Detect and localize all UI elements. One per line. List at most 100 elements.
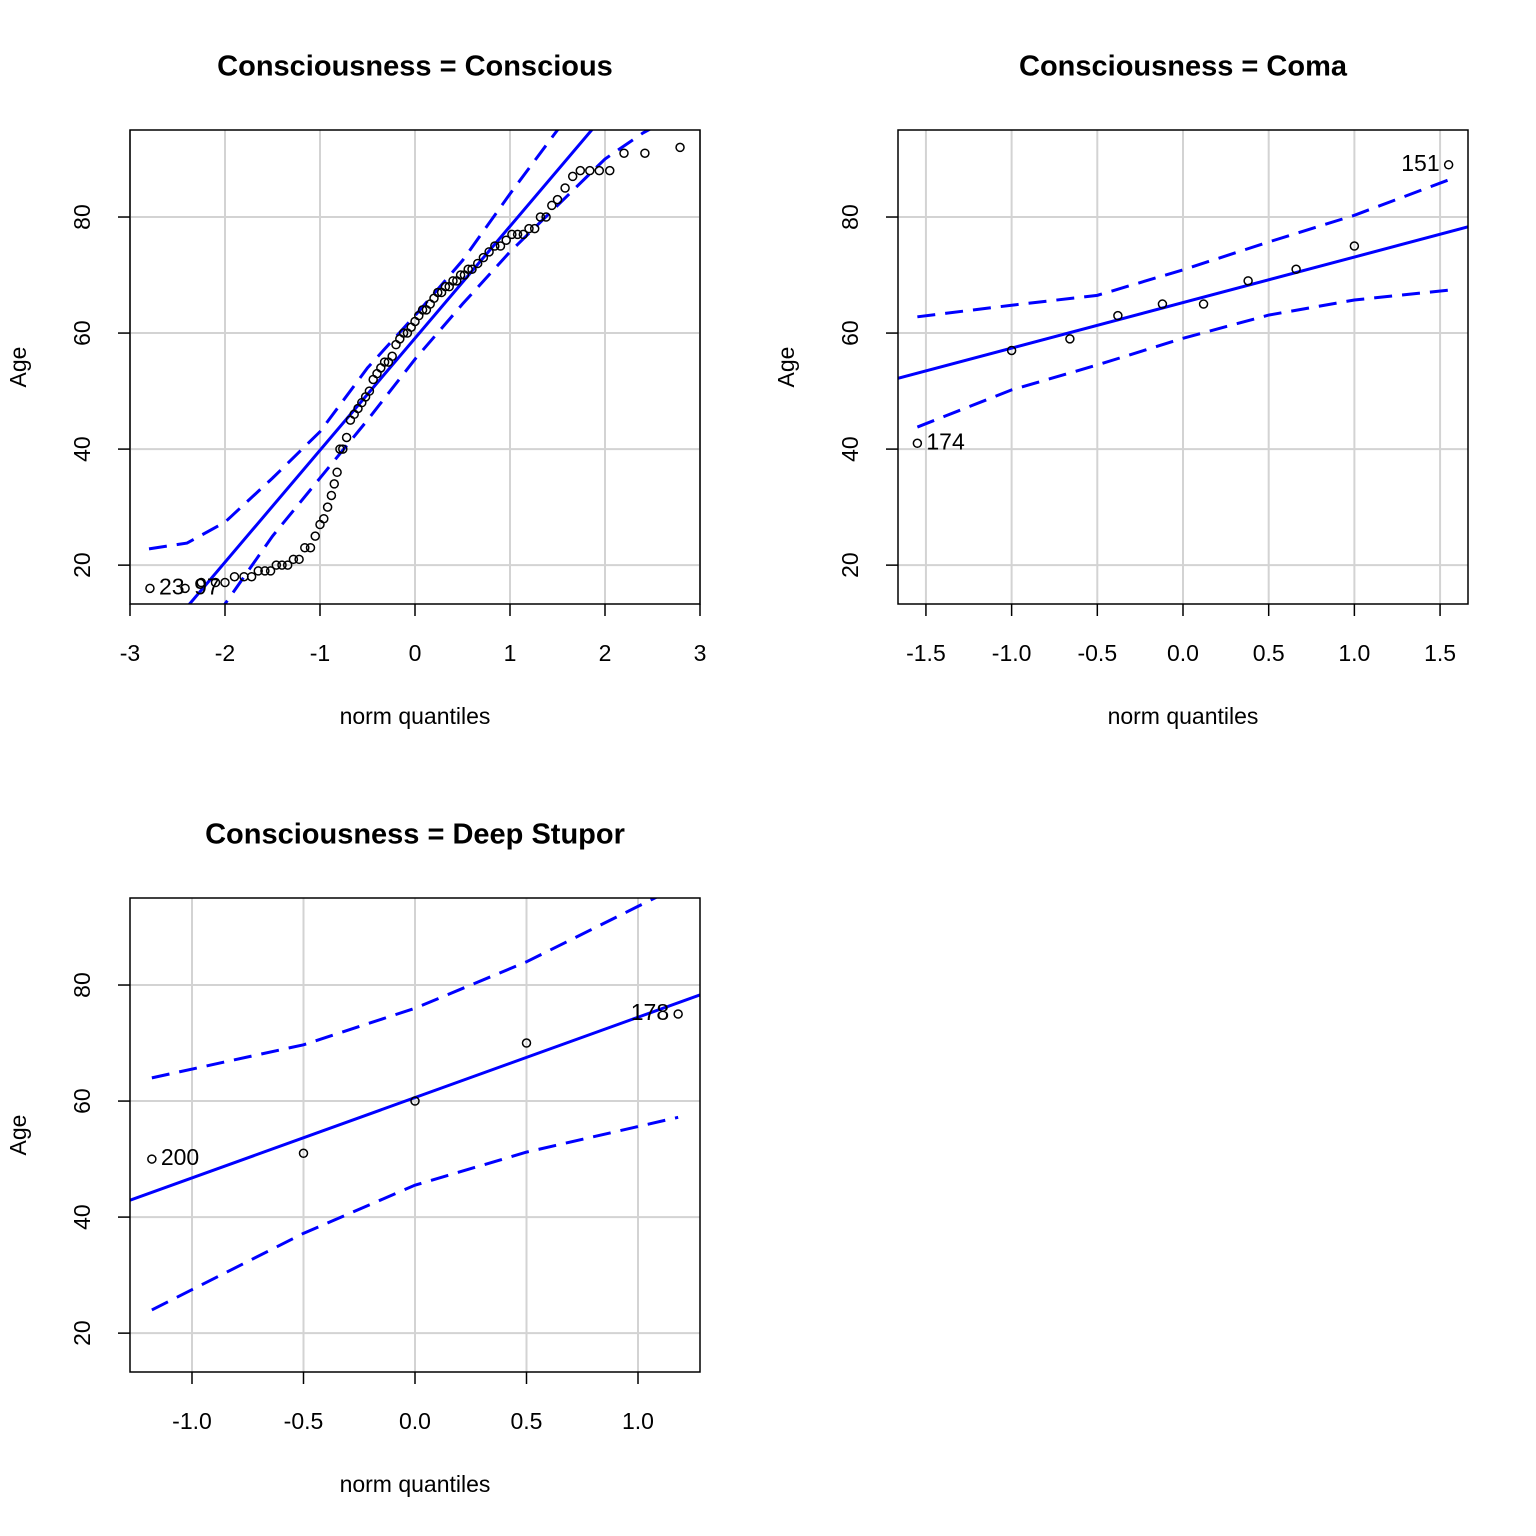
- point: [379, 357, 390, 367]
- chart-title: Consciousness = Deep Stupor: [205, 819, 625, 851]
- point: [229, 571, 240, 582]
- reference-line: [898, 225, 1468, 380]
- y-tick-label: 40: [837, 436, 863, 462]
- x-tick-label: 0.5: [511, 1408, 543, 1434]
- point: [246, 571, 257, 582]
- x-tick-label: -0.5: [284, 1408, 324, 1434]
- panel: Consciousness = Conscious norm quantiles A…: [5, 51, 706, 729]
- plot-frame: [897, 129, 1469, 605]
- point: [288, 554, 299, 565]
- plot-frame: [129, 897, 701, 1373]
- point: [594, 165, 605, 176]
- x-axis-label: norm quantiles: [1108, 703, 1259, 729]
- x-tick-label: -1.0: [172, 1408, 212, 1434]
- x-tick-label: 1.0: [1338, 640, 1370, 666]
- envelope-lower: [151, 1115, 679, 1312]
- chart-title: Consciousness = Coma: [1019, 51, 1348, 83]
- point: [507, 229, 517, 240]
- point: [478, 252, 489, 263]
- point: [305, 542, 316, 553]
- y-tick-label: 20: [69, 552, 95, 578]
- point: [271, 560, 282, 570]
- chart-title: Consciousness = Conscious: [217, 51, 613, 83]
- x-tick-label: 1.0: [622, 1408, 654, 1434]
- point: [277, 560, 287, 570]
- x-tick-label: 0.0: [399, 1408, 431, 1434]
- point: [310, 531, 320, 541]
- point: [319, 513, 329, 524]
- point: [429, 293, 439, 303]
- point: [541, 212, 551, 222]
- point: [575, 165, 586, 176]
- point: [338, 444, 348, 454]
- point: [1291, 264, 1301, 274]
- y-tick-label: 40: [69, 1204, 95, 1230]
- point: [463, 264, 473, 274]
- x-tick-label: -3: [120, 640, 140, 666]
- point: [364, 386, 375, 396]
- x-tick-label: -2: [215, 640, 235, 666]
- point: [433, 287, 443, 298]
- plot-frame: [129, 129, 701, 605]
- panel: Consciousness = Deep Stupor norm quantile…: [5, 819, 701, 1497]
- point: [495, 241, 506, 251]
- point: [1065, 334, 1075, 344]
- point: [282, 560, 293, 570]
- point: [210, 577, 221, 588]
- point: [329, 479, 339, 489]
- point: [605, 165, 615, 176]
- envelope-lower: [916, 288, 1449, 429]
- point: [372, 368, 382, 379]
- x-tick-label: 2: [599, 640, 612, 666]
- point: [341, 432, 352, 443]
- point: [322, 502, 333, 512]
- plot-area: [148, 130, 652, 604]
- point: [552, 194, 563, 205]
- point: [518, 229, 529, 240]
- y-tick-label: 80: [837, 204, 863, 230]
- point: [220, 577, 230, 588]
- point: [253, 566, 263, 576]
- point: [521, 1038, 532, 1048]
- x-tick-label: 1: [504, 640, 517, 666]
- point: [1198, 299, 1209, 309]
- point-label: 200: [161, 1144, 199, 1170]
- point: [196, 577, 206, 588]
- x-tick-label: -0.5: [1077, 640, 1117, 666]
- point-label: 174: [926, 428, 965, 454]
- point: [368, 374, 378, 385]
- point: [675, 142, 685, 153]
- envelope-lower: [223, 130, 652, 604]
- point: [619, 148, 629, 158]
- point: [529, 223, 540, 234]
- point: [640, 148, 650, 158]
- point: [425, 299, 435, 309]
- point: [1243, 276, 1253, 286]
- y-tick-label: 80: [69, 972, 95, 998]
- point: [467, 264, 477, 274]
- point: [440, 281, 451, 292]
- y-axis-label: Age: [5, 347, 31, 388]
- x-tick-label: -1.5: [906, 640, 946, 666]
- y-axis-label: Age: [773, 347, 799, 388]
- point: [376, 363, 386, 373]
- y-tick-label: 60: [69, 1088, 95, 1114]
- x-tick-label: 0: [409, 640, 422, 666]
- point-label: 178: [631, 999, 669, 1025]
- point: [535, 212, 546, 222]
- x-tick-label: 0.5: [1253, 640, 1285, 666]
- point: [472, 258, 483, 269]
- point: [448, 276, 458, 286]
- x-tick-label: -1: [310, 640, 330, 666]
- x-axis-label: norm quantiles: [340, 1471, 491, 1497]
- point: [1006, 345, 1017, 356]
- point: [912, 438, 923, 449]
- y-tick-label: 80: [69, 204, 95, 230]
- point: [1349, 241, 1360, 251]
- point: [332, 467, 342, 478]
- point: [239, 571, 249, 582]
- point: [560, 183, 570, 193]
- y-tick-label: 60: [837, 320, 863, 346]
- point: [512, 229, 523, 240]
